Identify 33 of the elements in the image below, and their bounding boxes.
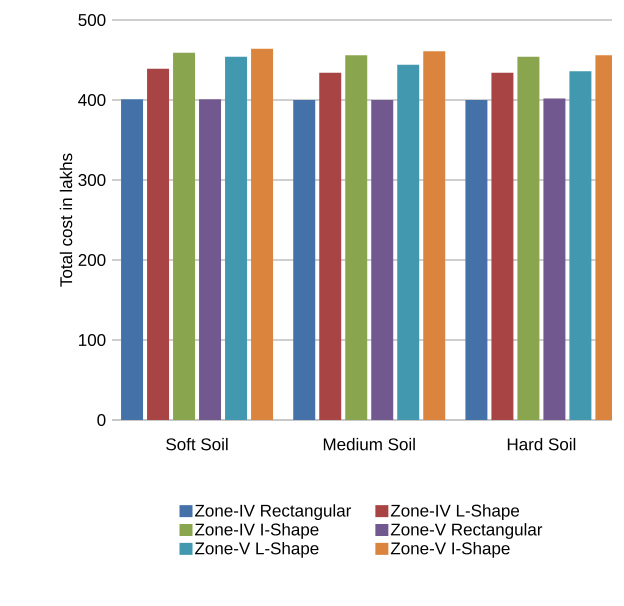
y-tick-label: 300 xyxy=(78,174,106,186)
y-tick-label: 0 xyxy=(97,414,106,426)
bar xyxy=(397,64,420,420)
bar xyxy=(371,100,394,420)
bar xyxy=(569,71,592,420)
y-tick-label: 500 xyxy=(78,14,106,26)
legend-label: Zone-V L-Shape xyxy=(195,542,318,558)
bar xyxy=(423,51,446,420)
bar xyxy=(199,99,222,420)
x-tick-label: Hard Soil xyxy=(508,438,576,450)
x-tick-label: Soft Soil xyxy=(166,438,228,450)
bar xyxy=(225,56,248,420)
legend-label: Zone-IV Rectangular xyxy=(195,504,352,520)
bar xyxy=(543,98,566,420)
bar xyxy=(491,72,514,420)
bar xyxy=(173,52,196,420)
legend-label: Zone-V I-Shape xyxy=(390,542,510,558)
legend-label: Zone-V Rectangular xyxy=(390,523,542,539)
legend-label: Zone-IV L-Shape xyxy=(390,504,520,520)
bar xyxy=(147,68,170,420)
bar xyxy=(465,100,488,420)
x-tick-label: Medium Soil xyxy=(324,438,415,450)
y-tick-label: 200 xyxy=(78,254,106,266)
bar xyxy=(345,55,368,420)
legend-label: Zone-IV I-Shape xyxy=(195,523,318,539)
bar xyxy=(121,99,144,420)
bar xyxy=(517,56,540,420)
y-tick-label: 100 xyxy=(79,334,106,346)
y-tick-label: 400 xyxy=(78,94,106,106)
bar xyxy=(251,48,274,420)
bar xyxy=(319,72,342,420)
bar xyxy=(293,100,316,420)
y-axis-title: Total cost in lakhs xyxy=(60,154,72,287)
